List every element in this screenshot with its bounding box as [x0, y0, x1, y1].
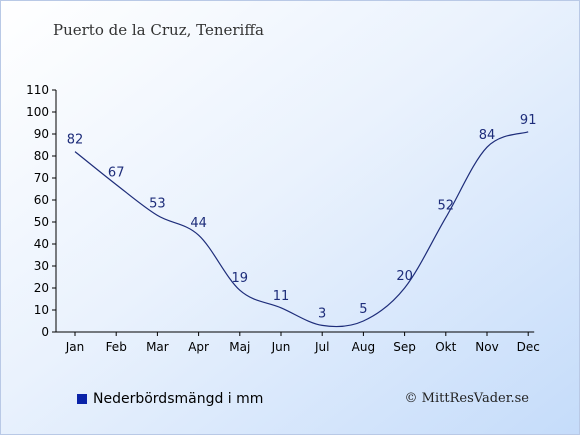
y-tick-label: 60 — [34, 193, 49, 207]
y-tick-label: 110 — [26, 83, 49, 97]
y-tick-label: 50 — [34, 215, 49, 229]
y-tick-label: 10 — [34, 303, 49, 317]
data-label: 82 — [67, 133, 84, 148]
x-tick-label: Aug — [352, 340, 375, 354]
x-tick-label: Okt — [435, 340, 456, 354]
data-label: 44 — [190, 216, 207, 231]
x-tick-label: Nov — [475, 340, 498, 354]
x-tick-label: Jan — [65, 340, 85, 354]
data-label: 84 — [479, 128, 496, 143]
y-tick-label: 0 — [41, 325, 49, 339]
data-label: 67 — [108, 166, 125, 181]
data-label: 3 — [318, 306, 326, 321]
y-tick-label: 70 — [34, 171, 49, 185]
y-tick-label: 80 — [34, 149, 49, 163]
y-tick-label: 20 — [34, 281, 49, 295]
data-label: 5 — [359, 302, 367, 317]
data-label: 52 — [438, 199, 455, 214]
x-tick-label: Jul — [314, 340, 329, 354]
y-tick-label: 100 — [26, 105, 49, 119]
x-tick-label: Apr — [188, 340, 209, 354]
x-tick-label: Feb — [106, 340, 127, 354]
x-tick-label: Maj — [229, 340, 250, 354]
data-label: 20 — [396, 269, 413, 284]
y-tick-label: 40 — [34, 237, 49, 251]
copyright-text: © MittResVader.se — [404, 391, 529, 406]
x-tick-label: Sep — [393, 340, 416, 354]
chart-title: Puerto de la Cruz, Teneriffa — [53, 21, 264, 39]
data-label: 91 — [520, 113, 537, 128]
legend-label: Nederbördsmängd i mm — [93, 391, 264, 407]
data-label: 53 — [149, 196, 166, 211]
x-tick-label: Dec — [517, 340, 540, 354]
x-tick-label: Mar — [146, 340, 169, 354]
data-label: 11 — [273, 289, 290, 304]
x-tick-label: Jun — [271, 340, 291, 354]
legend-swatch — [77, 394, 87, 404]
y-tick-label: 30 — [34, 259, 49, 273]
series-line — [74, 131, 529, 328]
legend: Nederbördsmängd i mm — [77, 391, 263, 407]
y-tick-label: 90 — [34, 127, 49, 141]
data-label: 19 — [232, 271, 249, 286]
